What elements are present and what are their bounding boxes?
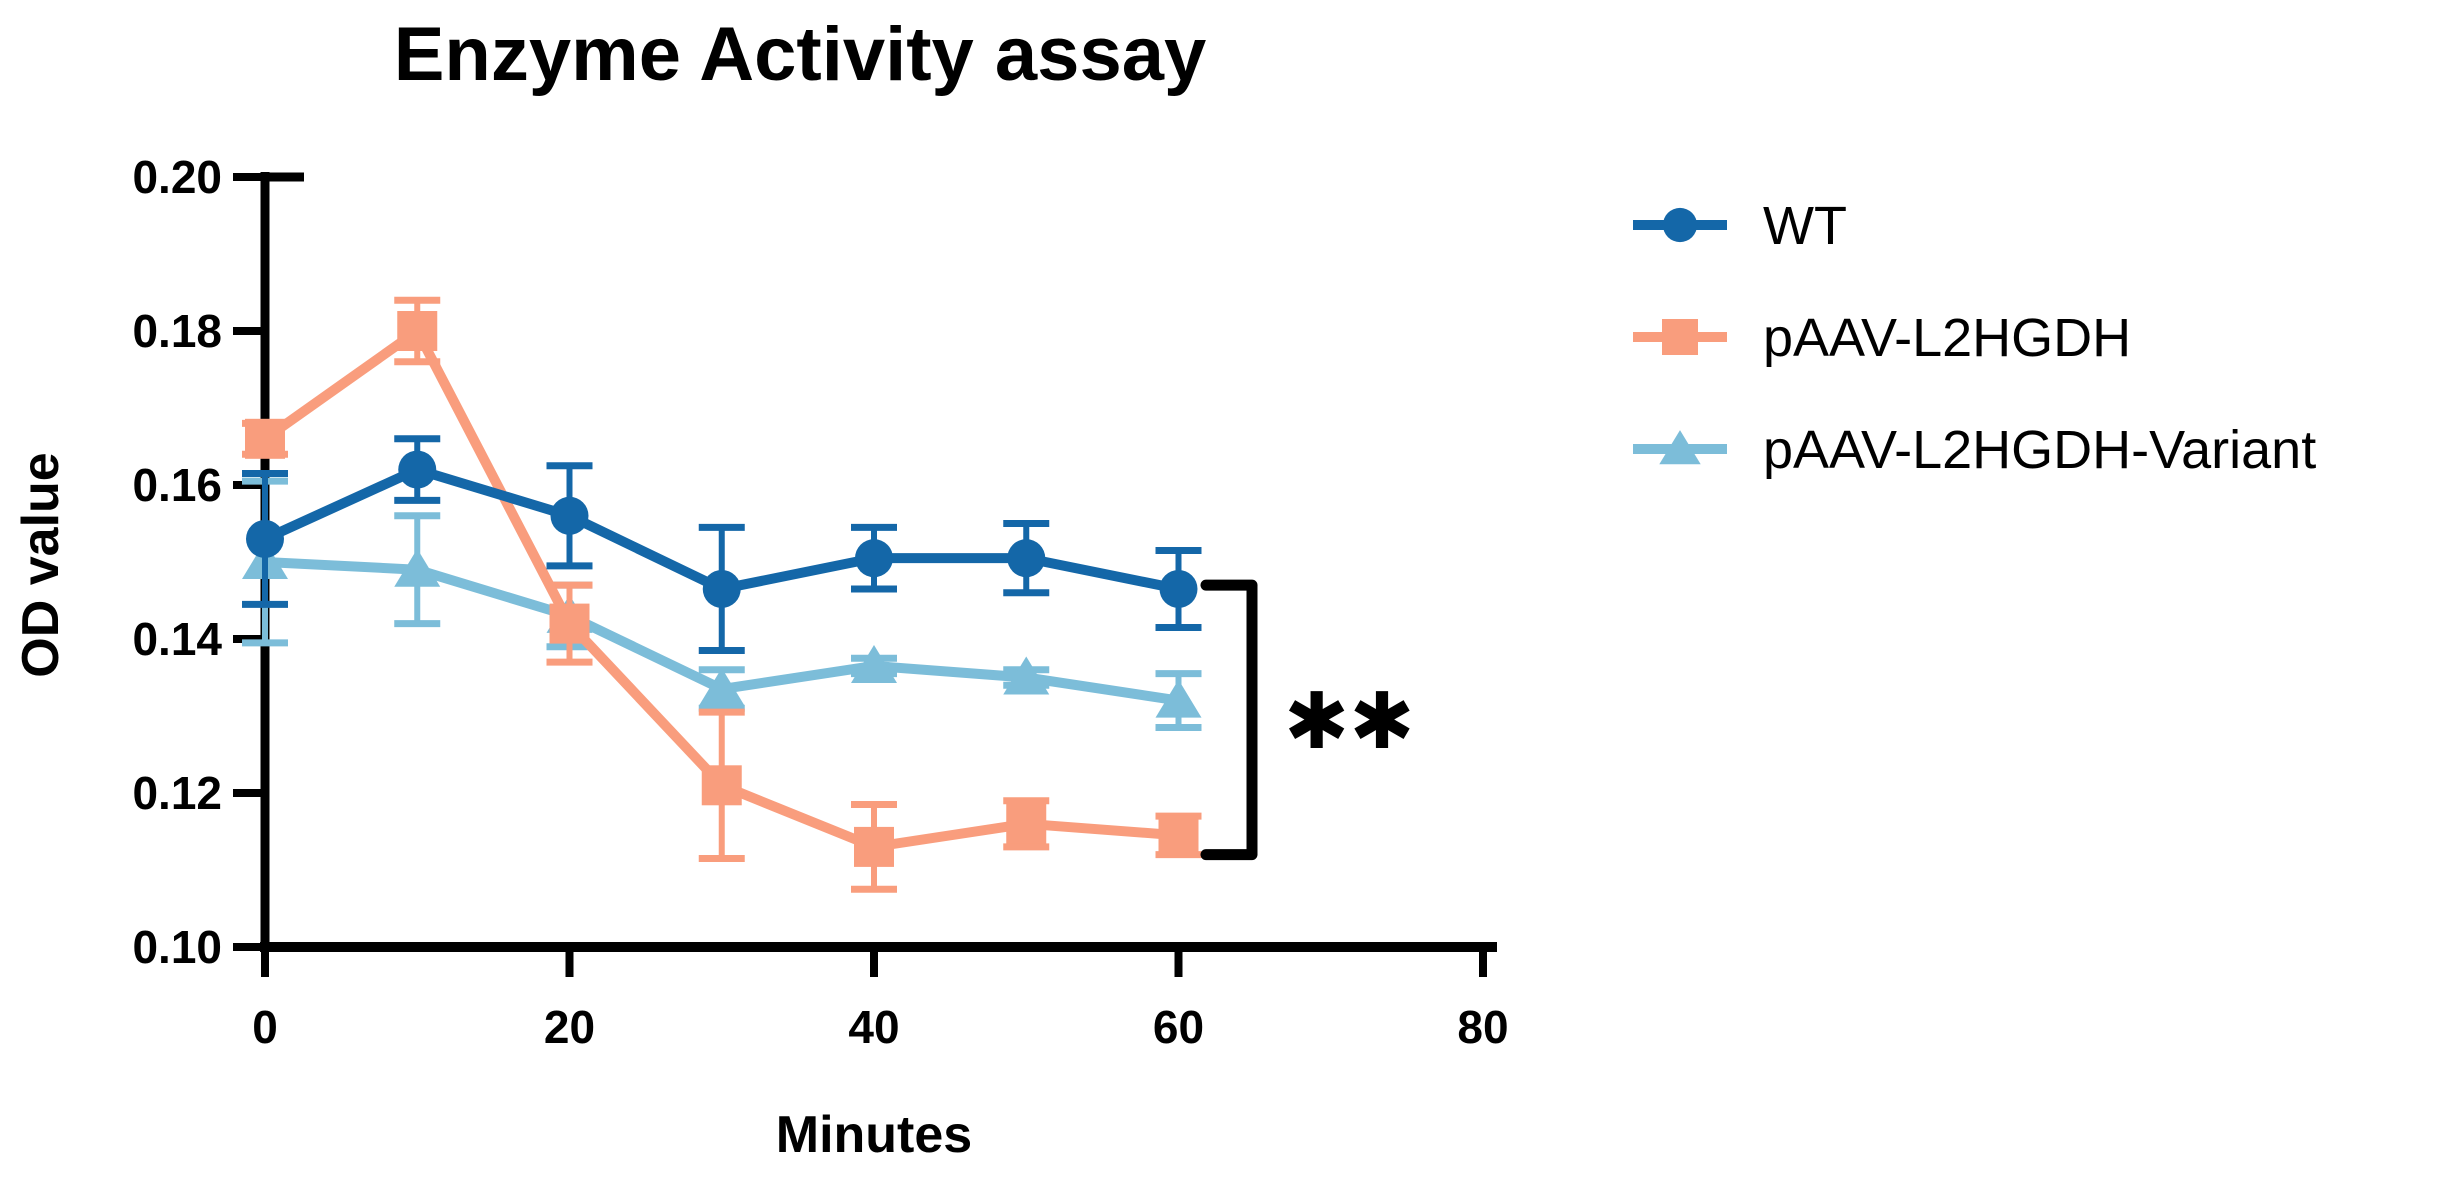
data-point-marker: [1006, 803, 1047, 844]
data-point-marker: [1158, 815, 1199, 856]
data-point-marker: [1155, 679, 1202, 718]
x-tick-label: 0: [252, 1001, 278, 1053]
legend-entry-pAAV-L2HGDH: pAAV-L2HGDH: [1633, 308, 2131, 368]
x-tick-label: 60: [1153, 1001, 1204, 1053]
data-point-marker: [854, 826, 894, 867]
x-tick-label: 20: [544, 1001, 595, 1053]
y-tick-label: 0.20: [132, 151, 222, 203]
data-point-marker: [698, 668, 745, 707]
legend-entry-pAAV-L2HGDH-Variant: pAAV-L2HGDH-Variant: [1633, 420, 2316, 480]
y-tick-label: 0.12: [132, 767, 222, 819]
data-point-marker: [398, 450, 437, 489]
data-point-marker: [246, 519, 284, 558]
y-tick-label: 0.14: [132, 613, 222, 665]
y-tick-label: 0.10: [132, 921, 222, 973]
data-point-marker: [1007, 539, 1046, 578]
y-axis-label: OD value: [12, 452, 70, 677]
significance-bracket: [1200, 579, 1258, 861]
x-tick-label: 40: [848, 1001, 899, 1053]
legend-marker: [1662, 207, 1698, 243]
legend-marker: [1659, 430, 1701, 465]
axes: 0.20 0.18 0.16 0.14 0.12 0.10 0 20 40 60 80: [132, 151, 1508, 1053]
data-point-marker: [394, 548, 441, 587]
data-point-marker: [1003, 656, 1050, 695]
data-point-marker: [1159, 569, 1198, 608]
series-group: [242, 296, 1202, 893]
legend-label: pAAV-L2HGDH: [1763, 308, 2131, 368]
series-pAAV-L2HGDH: [242, 296, 1202, 893]
data-point-marker: [397, 311, 438, 351]
data-point-marker: [701, 765, 742, 806]
data-point-marker: [855, 539, 893, 578]
x-axis-label: Minutes: [776, 1106, 972, 1164]
data-point-marker: [702, 569, 741, 608]
data-point-marker: [851, 644, 897, 683]
chart-title: Enzyme Activity assay: [394, 12, 1207, 97]
legend-label: WT: [1763, 196, 1847, 256]
legend-label: pAAV-L2HGDH-Variant: [1763, 420, 2316, 480]
y-tick-label: 0.16: [132, 459, 222, 511]
legend: WT pAAV-L2HGDH pAAV-L2HGDH-Variant: [1633, 196, 2316, 480]
data-point-marker: [549, 603, 590, 644]
x-tick-label: 80: [1457, 1001, 1508, 1053]
significance-stars: ✱✱: [1284, 677, 1415, 765]
legend-entry-WT: WT: [1633, 196, 1847, 256]
data-point-marker: [550, 496, 589, 535]
y-tick-label: 0.18: [132, 305, 222, 357]
data-point-marker: [245, 418, 285, 459]
series-WT: [242, 435, 1202, 655]
legend-marker: [1662, 319, 1698, 355]
